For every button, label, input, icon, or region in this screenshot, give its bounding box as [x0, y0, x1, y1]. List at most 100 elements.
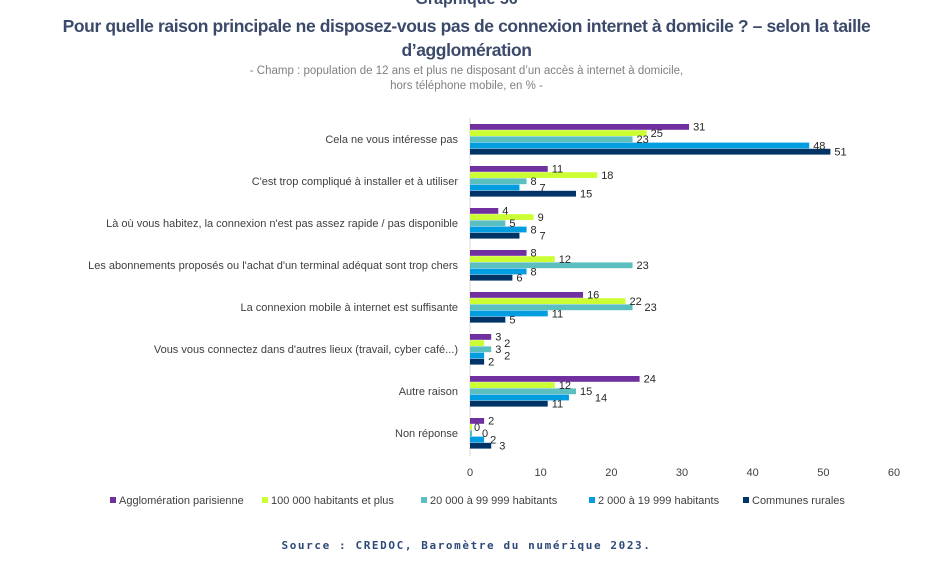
data-label: 15: [580, 386, 592, 398]
bar: [470, 250, 527, 256]
x-tick-label: 30: [676, 467, 688, 479]
data-label: 14: [595, 392, 607, 404]
data-label: 18: [601, 170, 613, 182]
legend-label: Communes rurales: [752, 495, 845, 507]
bar: [470, 436, 485, 443]
data-label: 2: [488, 357, 494, 369]
bar: [470, 172, 598, 178]
category-label: Là où vous habitez, la connexion n'est p…: [106, 218, 458, 230]
data-label: 31: [693, 122, 705, 134]
data-label: 8: [531, 176, 537, 188]
data-label: 12: [559, 254, 571, 266]
chart-title: Pour quelle raison principale ne dispose…: [62, 16, 871, 60]
bar: [470, 184, 520, 191]
bar: [470, 346, 492, 353]
bar: [470, 376, 640, 382]
data-label: 23: [645, 302, 657, 314]
bar: [470, 424, 472, 430]
bar: [470, 298, 626, 304]
data-label: 16: [587, 290, 599, 302]
subtitle-line-2: hors téléphone mobile, en % -: [390, 80, 543, 92]
bar: [470, 394, 569, 401]
data-label: 5: [509, 315, 515, 327]
data-label: 11: [552, 164, 563, 176]
bar: [470, 382, 555, 388]
bar: [470, 388, 576, 395]
category-label: Non réponse: [395, 428, 458, 440]
legend-swatch: [589, 497, 595, 503]
bar: [470, 208, 499, 214]
data-label: 3: [495, 332, 501, 344]
data-label: 2: [488, 416, 494, 428]
bar: [470, 166, 548, 172]
bar: [470, 124, 690, 130]
data-label: 8: [531, 266, 537, 278]
bar: [470, 418, 485, 424]
bar: [470, 292, 584, 298]
data-label: 23: [637, 260, 649, 272]
data-label: 11: [552, 308, 563, 320]
bar: [470, 136, 633, 143]
data-label: 23: [637, 134, 649, 146]
x-tick-label: 20: [605, 467, 617, 479]
data-label: 0: [482, 428, 488, 440]
x-tick-label: 60: [888, 467, 900, 479]
category-label: Les abonnements proposés ou l'achat d'un…: [88, 260, 458, 272]
subtitle-line-1: - Champ : population de 12 ans et plus n…: [249, 65, 684, 77]
data-label: 15: [580, 189, 592, 201]
legend-label: 100 000 habitants et plus: [271, 495, 394, 507]
chart-subtitle: - Champ : population de 12 ans et plus n…: [0, 64, 933, 94]
data-label: 7: [539, 231, 545, 243]
bar: [470, 400, 548, 407]
x-tick-label: 0: [467, 467, 473, 479]
bar: [470, 268, 527, 275]
legend-label: 2 000 à 19 999 habitants: [598, 495, 720, 507]
legend-label: 20 000 à 99 999 habitants: [430, 495, 558, 507]
bar: [470, 358, 485, 365]
x-tick-label: 10: [535, 467, 547, 479]
category-label: Autre raison: [399, 386, 458, 398]
data-label: 11: [552, 399, 563, 411]
bar: [470, 220, 506, 227]
bar: [470, 442, 492, 449]
legend-swatch: [421, 497, 427, 503]
data-label: 3: [495, 344, 501, 356]
source-note: Source : CREDOC, Baromètre du numérique …: [281, 539, 652, 552]
data-label: 2: [504, 350, 510, 362]
data-label: 4: [502, 206, 508, 218]
bar: [470, 148, 831, 155]
bar: [470, 262, 633, 269]
data-label: 12: [559, 380, 571, 392]
bar: [470, 304, 633, 311]
bar: [470, 316, 506, 323]
data-label: 9: [538, 212, 544, 224]
data-label: 7: [539, 182, 545, 194]
figure-number: Graphique 56: [0, 0, 933, 9]
data-label: 2: [490, 434, 496, 446]
bar: [470, 232, 520, 239]
bar: [470, 256, 555, 262]
legend-swatch: [743, 497, 749, 503]
legend-swatch: [110, 497, 116, 503]
data-label: 5: [509, 218, 515, 230]
bar: [470, 178, 527, 185]
data-label: 3: [499, 441, 505, 453]
bar: [470, 190, 576, 197]
data-label: 8: [531, 248, 537, 260]
bar: [470, 214, 534, 220]
category-label: Cela ne vous intéresse pas: [325, 134, 458, 146]
legend-swatch: [262, 497, 268, 503]
data-label: 22: [629, 296, 641, 308]
data-label: 25: [651, 128, 663, 140]
category-label: Vous vous connectez dans d'autres lieux …: [154, 344, 458, 356]
bar: [470, 130, 647, 136]
data-label: 0: [474, 422, 480, 434]
data-label: 2: [504, 338, 510, 350]
bar: [470, 142, 810, 149]
bar: [470, 274, 513, 281]
data-label: 6: [516, 273, 522, 285]
bar: [470, 310, 548, 317]
data-label: 48: [813, 140, 825, 152]
x-tick-label: 40: [747, 467, 759, 479]
